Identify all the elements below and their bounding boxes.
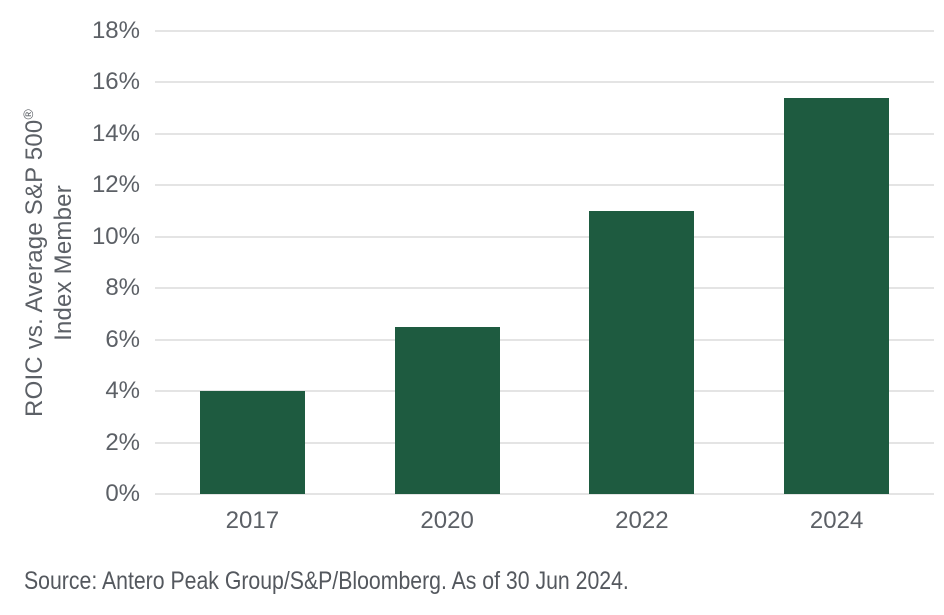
y-tick-label: 10%	[91, 222, 140, 250]
x-axis-tick-labels: 2017 2020 2022 2024	[155, 506, 934, 536]
bar-2020	[394, 326, 500, 494]
plot-area	[155, 30, 934, 495]
y-tick-label: 14%	[91, 119, 140, 147]
y-axis-tick-labels: 0% 2% 4% 6% 8% 10% 12% 14% 16% 18%	[0, 18, 140, 507]
gridline	[155, 235, 934, 238]
y-tick-label: 12%	[91, 171, 140, 199]
x-tick-label: 2017	[225, 507, 280, 534]
gridline	[155, 287, 934, 290]
bar-2022	[589, 211, 695, 494]
gridline	[155, 493, 934, 495]
bar-2024	[784, 97, 890, 494]
gridline	[155, 338, 934, 341]
x-tick-label: 2022	[615, 507, 669, 534]
bars-layer	[155, 31, 934, 494]
y-tick-label: 4%	[105, 377, 140, 405]
gridline	[155, 390, 934, 393]
gridline	[155, 184, 934, 187]
bar-slot	[155, 31, 350, 494]
y-tick-label: 6%	[105, 325, 140, 353]
x-tick-label: 2024	[809, 507, 864, 534]
x-tick-label: 2020	[420, 507, 474, 534]
bar-2017	[199, 391, 305, 494]
bar-slot	[350, 31, 545, 494]
gridline	[155, 30, 934, 32]
y-tick-label: 0%	[105, 480, 140, 507]
bar-slot	[545, 31, 740, 494]
gridline	[155, 81, 934, 84]
y-tick-label: 18%	[91, 17, 140, 44]
y-tick-label: 2%	[105, 428, 140, 456]
source-note: Source: Antero Peak Group/S&P/Bloomberg.…	[24, 567, 629, 595]
gridline	[155, 441, 934, 444]
y-tick-label: 16%	[91, 68, 140, 96]
y-tick-label: 8%	[105, 274, 140, 302]
bar-slot	[739, 31, 934, 494]
gridline	[155, 132, 934, 135]
